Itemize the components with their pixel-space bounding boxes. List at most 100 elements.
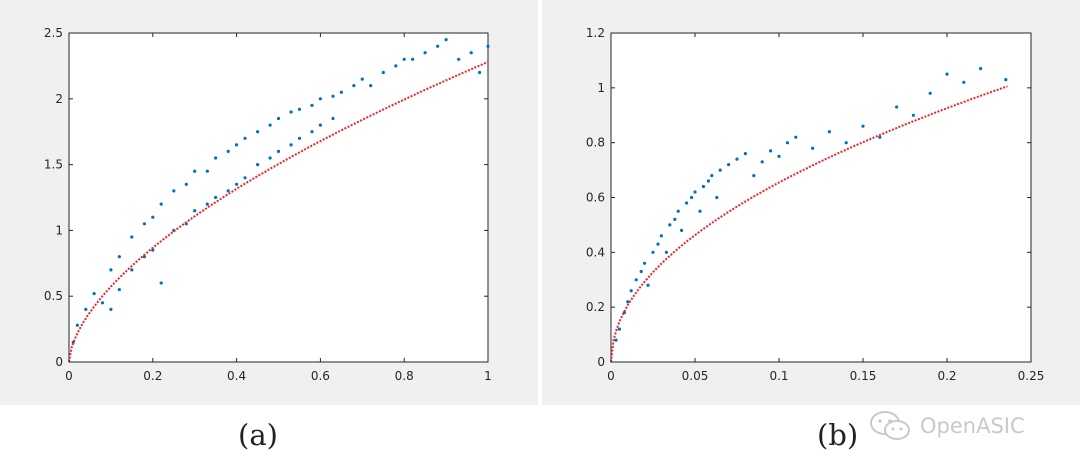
caption-b: (b): [817, 418, 859, 452]
y-tick-label: 2.5: [44, 26, 63, 40]
x-tick-label: 0.1: [769, 369, 788, 383]
scatter-point: [680, 228, 684, 232]
scatter-point: [276, 149, 281, 153]
axis-ticks-a: 0 0.2 0.4 0.6 0.8 1 0 0.5 1 1.5 2 2.5: [44, 26, 492, 383]
scatter-point: [130, 268, 134, 272]
scatter-point: [962, 80, 966, 84]
scatter-point: [861, 124, 865, 128]
scatter-point: [629, 289, 633, 293]
watermark-text: OpenASIC: [920, 414, 1025, 438]
scatter-point: [92, 292, 96, 296]
scatter-point: [159, 202, 163, 206]
scatter-point: [117, 288, 121, 292]
x-tick-label: 0.05: [682, 369, 709, 383]
scatter-point: [100, 301, 105, 305]
scatter-point: [360, 77, 364, 81]
scatter-point: [701, 184, 706, 189]
scatter-point: [656, 242, 660, 246]
scatter-point: [727, 163, 731, 167]
scatter-point: [130, 235, 134, 239]
scatter-point: [646, 283, 650, 287]
fit-curve-a: [68, 61, 489, 363]
scatter-point: [193, 209, 197, 213]
fit-curve: [68, 61, 489, 363]
scatter-point: [172, 189, 176, 193]
scatter-point: [411, 57, 415, 61]
scatter-point: [205, 169, 209, 173]
chart-panel-b: 0 0.05 0.1 0.15 0.2 0.25 0 0.2 0.4 0.6 0.8 1 1.2: [586, 26, 1044, 383]
scatter-point: [109, 307, 113, 311]
scatter-point: [794, 135, 798, 139]
y-tick-label: 0: [55, 355, 63, 369]
scatter-points-a: [71, 38, 490, 344]
scatter-point: [945, 72, 949, 76]
scatter-point: [659, 234, 664, 238]
scatter-point: [444, 38, 448, 42]
scatter-point: [151, 215, 155, 219]
x-tick-label: 0.8: [395, 369, 414, 383]
scatter-point: [685, 201, 689, 205]
scatter-point: [205, 202, 209, 206]
scatter-point: [352, 84, 356, 88]
scatter-point: [268, 156, 272, 160]
scatter-point: [715, 195, 719, 200]
scatter-point: [673, 217, 677, 221]
scatter-point: [142, 222, 146, 226]
scatter-point: [760, 160, 764, 164]
scatter-points-b: [614, 67, 1008, 342]
scatter-point: [310, 103, 314, 107]
fit-curve-b: [610, 85, 1008, 363]
x-tick-label: 0.6: [311, 369, 330, 383]
scatter-point: [668, 223, 672, 227]
scatter-point: [639, 269, 643, 274]
scatter-point: [643, 261, 647, 265]
scatter-point: [339, 90, 343, 94]
scatter-point: [785, 141, 790, 145]
scatter-point: [243, 176, 247, 180]
scatter-point: [109, 268, 113, 272]
scatter-point: [142, 255, 146, 259]
scatter-point: [369, 84, 373, 88]
scatter-point: [827, 130, 832, 134]
scatter-point: [469, 51, 473, 55]
scatter-point: [84, 307, 88, 311]
scatter-point: [895, 105, 899, 109]
scatter-point: [651, 250, 655, 254]
wechat-icon: [870, 411, 910, 440]
scatter-point: [878, 135, 882, 139]
scatter-point: [159, 281, 163, 285]
y-tick-label: 0.2: [586, 300, 605, 314]
scatter-point: [690, 195, 694, 200]
x-tick-label: 0: [607, 369, 615, 383]
y-tick-label: 0.4: [586, 245, 605, 259]
scatter-point: [423, 51, 427, 55]
scatter-point: [693, 190, 697, 194]
scatter-point: [457, 57, 461, 61]
fit-curve: [610, 85, 1008, 363]
scatter-point: [394, 64, 398, 68]
scatter-point: [331, 116, 335, 121]
scatter-point: [478, 70, 482, 75]
scatter-point: [710, 174, 714, 178]
scatter-point: [75, 323, 79, 327]
plot-area-a: [68, 32, 489, 363]
y-tick-label: 0.5: [44, 289, 63, 303]
scatter-point: [117, 255, 121, 259]
scatter-point: [276, 116, 281, 121]
scatter-point: [214, 195, 218, 200]
scatter-point: [318, 123, 322, 127]
x-tick-label: 0.15: [850, 369, 877, 383]
x-tick-label: 0: [65, 369, 73, 383]
y-tick-label: 0: [597, 355, 605, 369]
scatter-point: [752, 174, 756, 178]
scatter-point: [331, 94, 335, 98]
scatter-point: [151, 248, 155, 252]
chart-panel-a: 0 0.2 0.4 0.6 0.8 1 0 0.5 1 1.5 2 2.5: [44, 26, 492, 383]
scatter-point: [614, 338, 618, 342]
watermark: OpenASIC: [868, 410, 1025, 442]
x-tick-label: 0.4: [227, 369, 246, 383]
scatter-point: [235, 143, 239, 147]
scatter-point: [184, 182, 188, 186]
scatter-point: [718, 168, 722, 172]
